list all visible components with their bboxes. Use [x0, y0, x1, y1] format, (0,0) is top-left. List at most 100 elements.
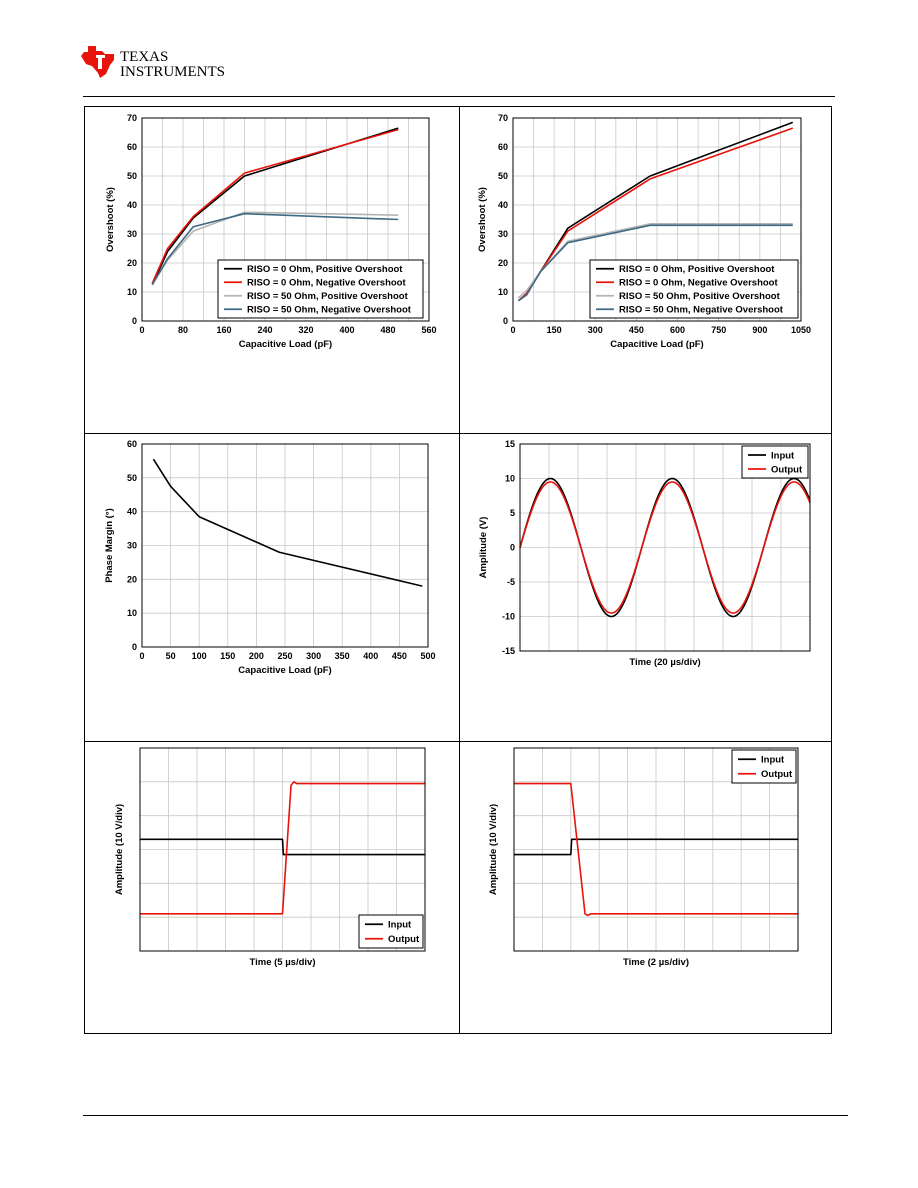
y-tick-label: 40 — [127, 507, 137, 517]
x-tick-label: 300 — [306, 651, 321, 661]
x-tick-label: 50 — [166, 651, 176, 661]
plot-area — [519, 443, 811, 652]
y-tick-label: 70 — [498, 113, 508, 123]
y-tick-label: 60 — [127, 439, 137, 449]
series-line-4 — [518, 224, 793, 302]
y-tick-label: 10 — [127, 608, 137, 618]
legend: RISO = 0 Ohm, Positive Overshoot RISO = 0… — [217, 259, 424, 319]
x-tick-label: 1050 — [791, 325, 811, 335]
y-tick-label: 40 — [498, 200, 508, 210]
series-line-1 — [140, 838, 425, 856]
y-tick-label: 10 — [127, 287, 137, 297]
y-tick-label: 70 — [127, 113, 137, 123]
series-line-2 — [517, 127, 794, 302]
y-tick-label: 5 — [510, 508, 515, 518]
figure-grid-divider — [459, 106, 460, 1034]
ti-logo-mark: TEXAS INSTRUMENTS — [81, 46, 225, 80]
x-tick-label: 750 — [711, 325, 726, 335]
x-tick-label: 300 — [588, 325, 603, 335]
series-line-4 — [151, 212, 399, 286]
series-group — [151, 127, 399, 286]
legend-entry: RISO = 0 Ohm, Positive Overshoot — [247, 264, 403, 275]
x-axis-label: Time (20 µs/div) — [629, 657, 700, 668]
ti-logo: TEXAS INSTRUMENTS — [80, 42, 230, 87]
gridlines — [142, 444, 428, 647]
y-tick-label: 40 — [127, 200, 137, 210]
y-tick-label: -15 — [502, 646, 515, 656]
x-axis-label: Capacitive Load (pF) — [239, 339, 332, 350]
series-line-2 — [151, 128, 399, 284]
x-axis-label: Time (2 µs/div) — [623, 957, 689, 968]
x-tick-label: 150 — [220, 651, 235, 661]
legend-entry: RISO = 50 Ohm, Positive Overshoot — [247, 291, 409, 302]
y-tick-label: 50 — [127, 171, 137, 181]
x-axis-label: Time (5 µs/div) — [249, 957, 315, 968]
legend-entry: RISO = 50 Ohm, Positive Overshoot — [619, 291, 781, 302]
x-tick-label: 0 — [139, 325, 144, 335]
y-tick-label: 30 — [127, 229, 137, 239]
legend-box — [358, 914, 424, 949]
plot-area — [141, 117, 430, 322]
x-tick-label: 100 — [192, 651, 207, 661]
x-tick-label: 560 — [421, 325, 436, 335]
plot-area — [512, 117, 802, 322]
y-axis-label: Phase Margin (°) — [104, 508, 115, 583]
y-tick-label: 50 — [127, 473, 137, 483]
y-tick-label: 20 — [498, 258, 508, 268]
y-tick-label: 0 — [510, 543, 515, 553]
x-tick-label: 0 — [139, 651, 144, 661]
y-tick-label: 15 — [505, 439, 515, 449]
brand-line1: TEXAS — [120, 49, 168, 65]
legend-entry: Input — [771, 450, 795, 461]
footer-rule — [83, 1115, 848, 1116]
series-line-1 — [514, 838, 798, 856]
x-tick-label: 150 — [547, 325, 562, 335]
legend-entry: Output — [761, 769, 793, 780]
figure-grid-row-divider-1 — [84, 433, 832, 434]
x-tick-label: 500 — [420, 651, 435, 661]
y-tick-label: -10 — [502, 612, 515, 622]
brand-line2: INSTRUMENTS — [120, 64, 225, 80]
legend-box — [589, 259, 799, 319]
y-tick-label: 60 — [127, 142, 137, 152]
plot-area — [139, 747, 426, 952]
series-line-2 — [519, 481, 811, 614]
series-group — [514, 782, 798, 917]
legend-entry: RISO = 50 Ohm, Negative Overshoot — [619, 305, 784, 316]
legend-entry: RISO = 0 Ohm, Negative Overshoot — [619, 278, 778, 289]
series-group — [517, 121, 794, 302]
x-tick-label: 400 — [339, 325, 354, 335]
y-tick-label: 0 — [132, 642, 137, 652]
y-tick-label: 20 — [127, 258, 137, 268]
x-tick-label: 320 — [298, 325, 313, 335]
legend-entry: RISO = 0 Ohm, Negative Overshoot — [247, 278, 406, 289]
x-tick-label: 240 — [257, 325, 272, 335]
x-tick-label: 450 — [392, 651, 407, 661]
y-tick-label: -5 — [507, 577, 515, 587]
x-tick-label: 600 — [670, 325, 685, 335]
y-tick-label: 10 — [498, 287, 508, 297]
legend-box — [217, 259, 424, 319]
x-tick-label: 160 — [216, 325, 231, 335]
series-line-1 — [151, 127, 399, 286]
legend: Input Output — [731, 749, 797, 784]
plot-area — [513, 747, 799, 952]
legend-entry: Input — [761, 755, 785, 766]
header-rule — [83, 96, 835, 97]
x-tick-label: 480 — [380, 325, 395, 335]
x-axis-label: Capacitive Load (pF) — [238, 665, 331, 676]
plot-area — [141, 443, 429, 648]
x-tick-label: 200 — [249, 651, 264, 661]
y-tick-label: 30 — [127, 541, 137, 551]
y-tick-label: 0 — [503, 316, 508, 326]
legend-entry: RISO = 0 Ohm, Positive Overshoot — [619, 264, 775, 275]
figure-grid — [84, 106, 832, 1034]
legend: Input Output — [358, 914, 424, 949]
legend-entry: Input — [388, 920, 412, 931]
figure-grid-row-divider-2 — [84, 741, 832, 742]
y-axis-label: Amplitude (V) — [478, 517, 489, 579]
y-axis-label: Amplitude (10 V/div) — [488, 804, 499, 895]
